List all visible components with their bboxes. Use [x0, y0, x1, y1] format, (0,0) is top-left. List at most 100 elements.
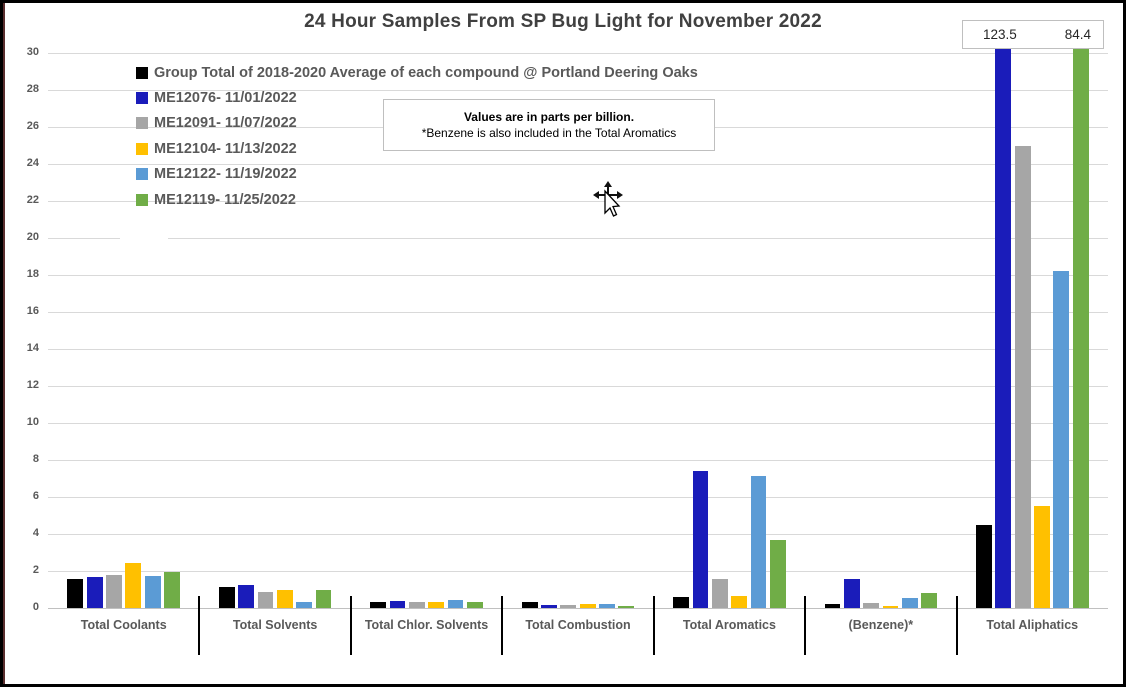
y-axis-tick-label-20: 20: [26, 231, 39, 243]
bar-ME12119--benzene-[interactable]: [921, 593, 938, 608]
legend-item-1[interactable]: ME12076- 11/01/2022: [136, 85, 698, 110]
bar-ME12122--benzene-[interactable]: [901, 597, 918, 608]
y-axis-tick-label-12: 12: [26, 379, 39, 391]
bar-ME12091-total-chlor-solvents[interactable]: [408, 601, 425, 608]
unit-note-box[interactable]: Values are in parts per billion. *Benzen…: [383, 99, 715, 151]
bar-ME12122-total-coolants[interactable]: [144, 575, 161, 608]
bar-Group--benzene-[interactable]: [824, 603, 841, 608]
y-axis-tick-label-30: 30: [26, 46, 39, 58]
category-separator-line: [198, 596, 201, 655]
gridline-4: [48, 534, 1108, 535]
bar-ME12119-total-coolants[interactable]: [164, 571, 180, 608]
gridline-18: [48, 275, 1108, 276]
x-axis-category-label: Total Solvents: [232, 618, 318, 632]
bar-ME12119-total-solvents[interactable]: [315, 590, 332, 608]
chart-legend: Group Total of 2018-2020 Average of each…: [136, 60, 698, 212]
bar-ME12119-total-chlor-solvents[interactable]: [467, 602, 483, 608]
bar-ME12119-total-aliphatics[interactable]: [1072, 49, 1089, 608]
y-axis-tick-label-28: 28: [26, 83, 39, 95]
bar-Group-total-solvents[interactable]: [218, 586, 235, 608]
bar-ME12091-total-combustion[interactable]: [560, 605, 577, 608]
gridline-2: [48, 571, 1108, 572]
legend-swatch-icon: [136, 142, 148, 155]
y-axis-tick-label-6: 6: [32, 490, 39, 502]
legend-label: ME12119- 11/25/2022: [154, 191, 296, 208]
legend-item-4[interactable]: ME12122- 11/19/2022: [136, 162, 698, 187]
bar-Group-total-aliphatics[interactable]: [976, 524, 992, 608]
legend-item-5[interactable]: ME12119- 11/25/2022: [136, 187, 698, 212]
window-left-edge: [3, 3, 5, 684]
bar-ME12076-total-solvents[interactable]: [238, 584, 254, 608]
y-axis-tick-label-24: 24: [26, 157, 39, 169]
bar-ME12104-total-combustion[interactable]: [579, 603, 596, 608]
bar-ME12076-total-aliphatics[interactable]: [995, 49, 1012, 608]
bar-ME12104-total-coolants[interactable]: [125, 562, 142, 608]
bar-ME12091-total-aliphatics[interactable]: [1014, 145, 1031, 608]
gridline-gap-artifact: [120, 231, 168, 245]
y-axis-tick-label-18: 18: [26, 268, 39, 280]
bar-Group-total-aromatics[interactable]: [673, 596, 689, 608]
gridline-8: [48, 460, 1108, 461]
bar-Group-total-combustion[interactable]: [521, 602, 538, 608]
bar-ME12076-total-combustion[interactable]: [541, 604, 557, 608]
bar-ME12122-total-aromatics[interactable]: [750, 475, 767, 608]
y-axis-tick-label-4: 4: [32, 527, 39, 539]
legend-label: ME12091- 11/07/2022: [154, 115, 297, 132]
bar-ME12091--benzene-[interactable]: [863, 602, 880, 608]
gridline-6: [48, 497, 1108, 498]
legend-item-2[interactable]: ME12091- 11/07/2022: [136, 111, 698, 136]
category-separator-line: [804, 596, 807, 655]
offscale-value-green-bar: 84.4: [1064, 27, 1091, 42]
x-axis-category-label: Total Combustion: [525, 618, 631, 632]
legend-swatch-icon: [136, 193, 148, 206]
bar-ME12076-total-aromatics[interactable]: [692, 471, 709, 608]
bar-ME12076-total-chlor-solvents[interactable]: [389, 600, 406, 608]
gridline-0: [48, 608, 1108, 609]
bar-ME12119-total-combustion[interactable]: [618, 606, 635, 608]
bar-ME12104-total-aliphatics[interactable]: [1034, 506, 1050, 608]
legend-label: Group Total of 2018-2020 Average of each…: [154, 64, 698, 81]
offscale-value-blue-bar: 123.5: [983, 27, 1017, 42]
bar-Group-total-coolants[interactable]: [67, 579, 84, 608]
y-axis-tick-label-22: 22: [26, 194, 39, 206]
bar-ME12091-total-solvents[interactable]: [257, 592, 274, 608]
bar-Group-total-chlor-solvents[interactable]: [370, 601, 387, 608]
x-axis-category-label: Total Coolants: [80, 618, 167, 632]
chart-title: 24 Hour Samples From SP Bug Light for No…: [304, 11, 822, 32]
unit-note-line2: *Benzene is also included in the Total A…: [421, 126, 677, 140]
bar-ME12076--benzene-[interactable]: [843, 579, 860, 608]
gridline-30: [48, 53, 1108, 54]
y-axis-tick-label-26: 26: [26, 120, 39, 132]
legend-label: ME12076- 11/01/2022: [154, 90, 297, 107]
bar-ME12104-total-aromatics[interactable]: [731, 595, 747, 608]
gridline-24: [48, 164, 1108, 165]
legend-label: ME12122- 11/19/2022: [154, 166, 297, 183]
bar-ME12122-total-aliphatics[interactable]: [1053, 271, 1070, 608]
gridline-22: [48, 201, 1108, 202]
legend-item-3[interactable]: ME12104- 11/13/2022: [136, 136, 698, 161]
bar-ME12119-total-aromatics[interactable]: [769, 539, 786, 608]
y-axis-tick-label-2: 2: [32, 564, 39, 576]
x-axis-category-label: Total Aliphatics: [986, 618, 1079, 632]
bar-ME12122-total-chlor-solvents[interactable]: [447, 599, 464, 608]
bar-ME12091-total-aromatics[interactable]: [711, 579, 728, 608]
category-separator-line: [501, 596, 504, 655]
offscale-values-box[interactable]: 123.5 84.4: [962, 20, 1104, 49]
legend-swatch-icon: [136, 117, 148, 130]
legend-item-0[interactable]: Group Total of 2018-2020 Average of each…: [136, 60, 698, 85]
gridline-16: [48, 312, 1108, 313]
bar-ME12122-total-solvents[interactable]: [296, 601, 313, 608]
bar-ME12104--benzene-[interactable]: [882, 605, 899, 608]
bar-ME12104-total-solvents[interactable]: [276, 590, 293, 608]
y-axis-tick-label-0: 0: [32, 601, 39, 613]
bar-ME12122-total-combustion[interactable]: [599, 603, 615, 608]
bar-ME12076-total-coolants[interactable]: [86, 576, 103, 608]
gridline-14: [48, 349, 1108, 350]
bar-ME12091-total-coolants[interactable]: [106, 574, 122, 608]
category-separator-line: [652, 596, 655, 655]
x-axis-category-label: Total Chlor. Solvents: [364, 618, 489, 632]
unit-note-line1: Values are in parts per billion.: [463, 110, 635, 124]
bar-ME12104-total-chlor-solvents[interactable]: [428, 601, 445, 608]
x-axis-category-label: Total Aromatics: [682, 618, 776, 632]
